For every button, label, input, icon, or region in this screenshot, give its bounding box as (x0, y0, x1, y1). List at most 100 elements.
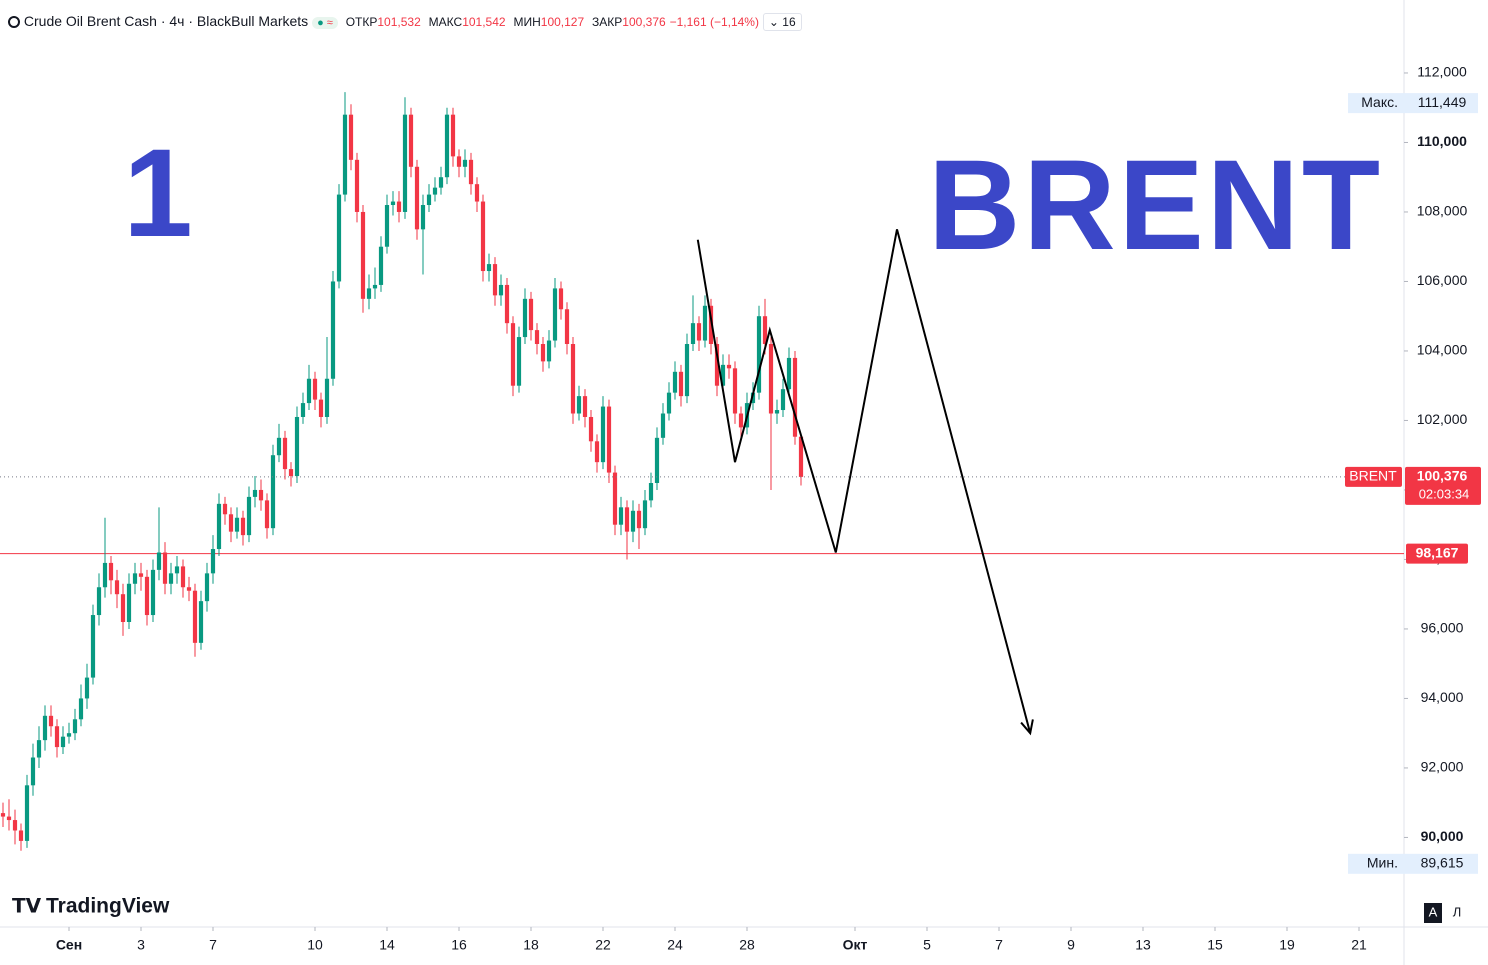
candle-body (702, 305, 708, 341)
candle-body (114, 580, 120, 595)
x-tick-label: 7 (995, 937, 1003, 953)
candle-body (576, 396, 582, 414)
candle-body (204, 573, 210, 602)
candle-body (492, 264, 498, 296)
candle-body (378, 246, 384, 285)
candle-body (738, 413, 744, 428)
candle-body (732, 368, 738, 414)
candle-body (390, 201, 396, 206)
candle-body (318, 399, 324, 417)
x-tick-label: Окт (843, 937, 868, 953)
x-tick-label: 13 (1135, 937, 1151, 953)
candle-body (264, 500, 270, 529)
x-tick-label: 7 (209, 937, 217, 953)
candle-body (558, 288, 564, 310)
candle-body (666, 392, 672, 414)
auto-button[interactable] (1424, 903, 1442, 923)
candle-body (606, 406, 612, 473)
y-tick-label: 112,000 (1417, 64, 1467, 80)
open-label: ОТКР (345, 15, 378, 29)
level-label-bg (1406, 543, 1468, 564)
candle-body (444, 114, 450, 178)
x-tick-label: 9 (1067, 937, 1075, 953)
y-tick-label: 108,000 (1417, 203, 1468, 219)
candle-body (762, 316, 768, 345)
candle-body (48, 715, 54, 727)
symbol: Crude Oil Brent Cash · 4ч · BlackBull Ma… (23, 13, 309, 29)
annotation-number: 1 (123, 124, 193, 263)
indicators-toggle[interactable]: ⌄ 16 (762, 13, 802, 31)
candle-body (108, 562, 114, 581)
y-tick-label: 90,000 (1421, 828, 1464, 844)
candle-body (564, 309, 570, 345)
y-tick-label: 96,000 (1421, 620, 1464, 636)
low-label: МИН (513, 15, 541, 29)
candle-body (156, 552, 162, 570)
candle-body (642, 500, 648, 529)
candle-body (72, 719, 78, 734)
open-value: 101,532 (377, 15, 421, 29)
candle-body (528, 298, 534, 331)
candle-body (342, 114, 348, 195)
y-tick-label: 104,000 (1417, 342, 1468, 358)
y-tick-label: 94,000 (1421, 689, 1464, 705)
high-label: МАКС (428, 15, 463, 29)
candle-body (396, 201, 402, 212)
candle-body (690, 323, 696, 345)
x-tick-label: 21 (1351, 937, 1367, 953)
candle-body (102, 562, 108, 588)
candle-body (210, 549, 216, 574)
candle-body (630, 510, 636, 532)
level-label: 98,167 (1416, 544, 1459, 560)
x-tick-label: 10 (307, 937, 323, 953)
last-price-label: 100,376 (1417, 468, 1468, 484)
candle-body (0, 813, 6, 817)
candle-body (456, 156, 462, 167)
countdown: 02:03:34 (1419, 486, 1470, 501)
candle-body (282, 437, 288, 470)
x-tick-label: 24 (667, 937, 683, 953)
candle-body (438, 177, 444, 188)
candle-body (228, 514, 234, 532)
min-marker-bg (1348, 853, 1478, 874)
change: −1,161 (−1,14%) (669, 15, 759, 29)
candle-body (216, 503, 222, 550)
x-tick-label: Сен (56, 937, 82, 953)
candle-body (150, 569, 156, 616)
candle-body (60, 736, 66, 748)
candle-body (786, 357, 792, 390)
candle-body (480, 201, 486, 272)
candle-body (12, 820, 18, 831)
annotation-title: BRENT (928, 134, 1380, 277)
candle-body (696, 323, 702, 341)
close-label: ЗАКР (592, 15, 623, 29)
candle-body (402, 114, 408, 212)
watermark: TradingView (46, 895, 170, 918)
x-tick-label: 14 (379, 937, 395, 953)
y-tick-label: 110,000 (1417, 133, 1467, 149)
x-tick-label: 15 (1207, 937, 1223, 953)
x-tick-label: 5 (923, 937, 931, 953)
candle-body (132, 573, 138, 584)
candle-body (198, 601, 204, 643)
candle-body (552, 288, 558, 341)
last-price-name: BRENT (1349, 468, 1397, 484)
candle-body (426, 194, 432, 206)
candle-body (720, 364, 726, 386)
candle-body (294, 416, 300, 477)
candle-body (570, 344, 576, 414)
x-tick-label: 28 (739, 937, 755, 953)
x-tick-label: 18 (523, 937, 539, 953)
candle-body (414, 166, 420, 230)
candle-body (540, 344, 546, 362)
max-marker-value: 111,449 (1418, 94, 1467, 110)
candle-body (798, 436, 804, 477)
candle-body (654, 437, 660, 484)
candle-body (678, 371, 684, 397)
candle-body (96, 587, 102, 616)
x-tick-label: 19 (1279, 937, 1295, 953)
projection-arrowhead (1020, 719, 1034, 736)
last-price-tag (1345, 466, 1402, 487)
candle-body (270, 455, 276, 529)
